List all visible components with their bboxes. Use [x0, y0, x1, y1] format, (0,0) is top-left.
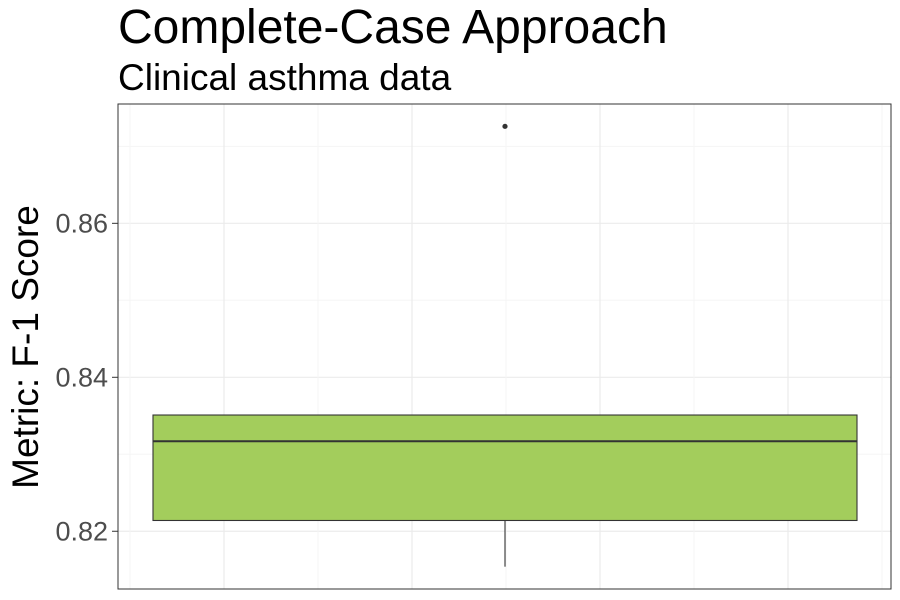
outlier-point: [502, 123, 508, 129]
panel-border: [117, 103, 892, 590]
chart-subtitle: Clinical asthma data: [118, 57, 452, 98]
y-tick-label: 0.84: [55, 362, 108, 392]
box-iqr: [152, 414, 858, 522]
chart-title: Complete-Case Approach: [118, 1, 668, 54]
y-tick-label: 0.82: [55, 516, 108, 546]
y-axis: 0.82 0.84 0.86: [55, 208, 118, 546]
y-tick-label: 0.86: [55, 208, 108, 238]
box-plot-marks: [152, 123, 858, 567]
